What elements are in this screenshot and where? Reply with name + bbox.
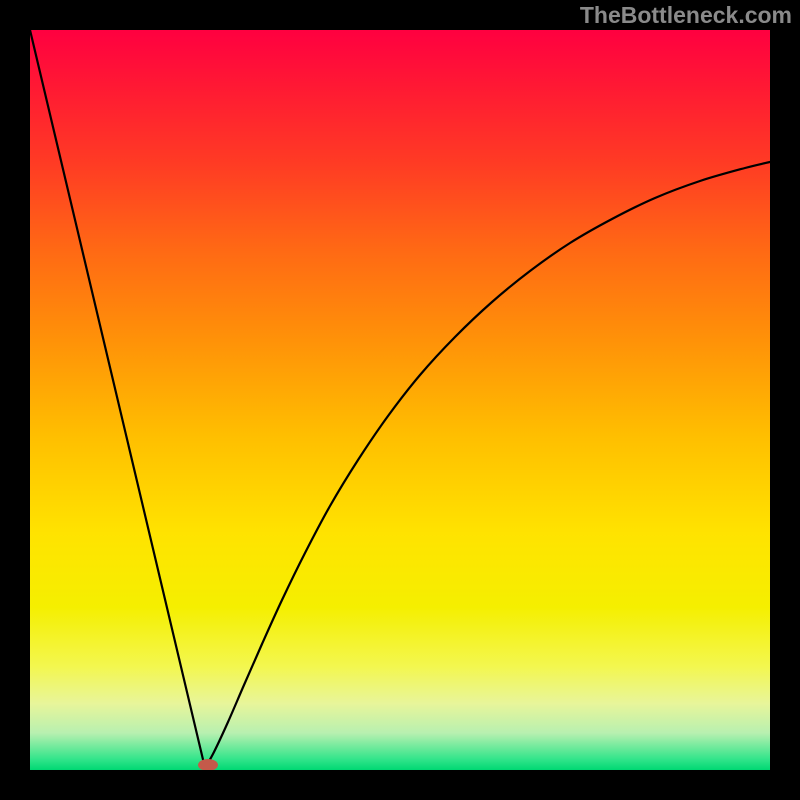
chart-frame: TheBottleneck.com bbox=[0, 0, 800, 800]
chart-svg bbox=[30, 30, 770, 770]
plot-area bbox=[30, 30, 770, 770]
watermark-text: TheBottleneck.com bbox=[580, 2, 792, 29]
